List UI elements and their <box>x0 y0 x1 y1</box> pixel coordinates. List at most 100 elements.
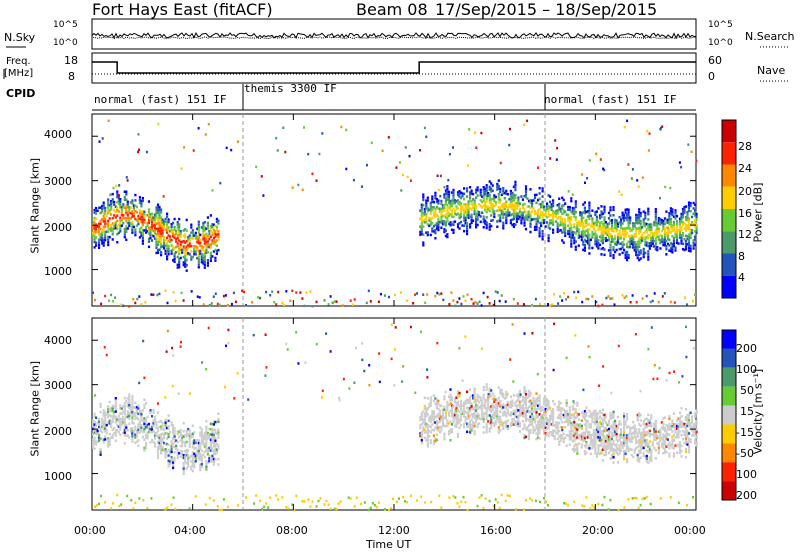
power-echo-cell <box>459 215 463 218</box>
power-echo-cell <box>437 207 440 210</box>
power-echo-cell <box>169 235 172 238</box>
velocity-echo-cell <box>217 431 220 434</box>
power-echo-cell <box>156 238 160 241</box>
power-echo-cell <box>517 196 520 199</box>
velocity-echo-cell <box>565 409 568 413</box>
power-echo-cell <box>479 193 482 197</box>
velocity-echo-cell <box>166 432 169 435</box>
power-ground-cell <box>301 297 304 300</box>
power-echo-cell <box>574 200 577 203</box>
velocity-echo-cell <box>191 464 194 467</box>
velocity-echo-cell <box>635 441 638 445</box>
power-echo-cell <box>212 250 215 253</box>
power-echo-cell <box>520 214 523 217</box>
power-echo-cell <box>473 207 476 210</box>
power-echo-cell <box>163 244 166 247</box>
velocity-echo-cell <box>470 407 473 411</box>
power-echo-cell <box>635 229 638 233</box>
power-echo-cell <box>624 253 627 257</box>
power-echo-cell <box>639 222 642 226</box>
power-echo-cell <box>188 245 191 248</box>
power-echo-cell <box>99 222 102 225</box>
power-echo-cell <box>194 237 197 240</box>
power-echo-cell <box>114 210 117 214</box>
power-echo-cell <box>503 205 506 208</box>
velocity-echo-cell <box>601 448 605 451</box>
velocity-echo-cell <box>158 439 161 442</box>
velocity-echo-cell <box>527 429 531 433</box>
velocity-echo-cell <box>576 444 579 447</box>
power-echo-cell <box>140 202 143 205</box>
power-echo-cell <box>632 240 635 244</box>
power-echo-cell <box>185 250 188 254</box>
power-echo-cell <box>550 203 553 206</box>
power-echo-cell <box>666 237 669 240</box>
power-echo-cell <box>659 241 662 245</box>
velocity-echo-cell <box>561 436 564 440</box>
power-echo-cell <box>515 207 518 210</box>
power-echo-cell <box>654 221 657 224</box>
power-echo-cell <box>610 240 614 243</box>
power-echo-cell <box>212 239 215 242</box>
velocity-echo-cell <box>632 455 635 459</box>
power-echo-cell <box>556 230 559 234</box>
power-echo-cell <box>487 205 490 208</box>
power-echo-cell <box>93 240 96 244</box>
power-ground-cell <box>424 301 427 304</box>
velocity-echo-cell <box>167 419 170 423</box>
velocity-echo-cell <box>488 430 491 433</box>
power-echo-cell <box>541 211 544 214</box>
power-echo-cell <box>603 218 606 222</box>
velocity-echo-cell <box>153 421 157 424</box>
power-echo-cell <box>176 226 179 229</box>
power-scatter-cell <box>659 196 661 200</box>
power-echo-cell <box>203 266 206 269</box>
velocity-echo-cell <box>577 423 580 427</box>
power-echo-cell <box>555 220 558 223</box>
velocity-echo-cell <box>435 422 438 426</box>
power-echo-cell <box>137 222 140 226</box>
velocity-echo-cell <box>191 456 194 459</box>
power-echo-cell <box>476 223 479 227</box>
velocity-echo-cell <box>166 450 169 454</box>
power-echo-cell <box>499 217 502 220</box>
velocity-echo-cell <box>114 434 117 437</box>
power-scatter-cell <box>236 140 239 143</box>
power-ground-cell <box>561 299 564 302</box>
velocity-echo-cell <box>687 448 691 451</box>
power-echo-cell <box>108 235 111 239</box>
velocity-echo-cell <box>647 442 650 446</box>
power-echo-cell <box>485 197 488 200</box>
velocity-echo-cell <box>458 418 461 421</box>
velocity-echo-cell <box>657 435 660 439</box>
power-echo-cell <box>158 221 161 225</box>
velocity-echo-cell <box>199 444 202 448</box>
power-echo-cell <box>564 210 567 213</box>
velocity-echo-cell <box>532 402 535 405</box>
velocity-echo-cell <box>476 393 479 397</box>
velocity-echo-cell <box>493 421 496 425</box>
power-echo-cell <box>141 229 144 232</box>
velocity-echo-cell <box>671 443 674 447</box>
power-echo-cell <box>571 230 574 234</box>
power-echo-cell <box>206 264 209 267</box>
velocity-echo-cell <box>666 427 669 431</box>
velocity-echo-cell <box>663 443 666 446</box>
velocity-echo-cell <box>600 451 603 455</box>
nsearch-label: N.Search <box>745 30 795 43</box>
power-echo-cell <box>639 241 642 244</box>
power-echo-cell <box>161 226 164 229</box>
velocity-echo-cell <box>217 412 220 415</box>
power-ground-cell <box>547 303 549 306</box>
power-echo-cell <box>153 232 157 235</box>
velocity-echo-cell <box>603 440 606 443</box>
power-echo-cell <box>663 238 666 242</box>
power-echo-cell <box>598 222 602 225</box>
velocity-echo-cell <box>536 407 540 410</box>
power-echo-cell <box>672 242 675 245</box>
velocity-echo-cell <box>164 450 167 454</box>
power-echo-cell <box>623 243 626 246</box>
power-echo-cell <box>466 195 469 198</box>
velocity-ground-cell <box>208 496 211 500</box>
power-echo-cell <box>110 229 113 232</box>
